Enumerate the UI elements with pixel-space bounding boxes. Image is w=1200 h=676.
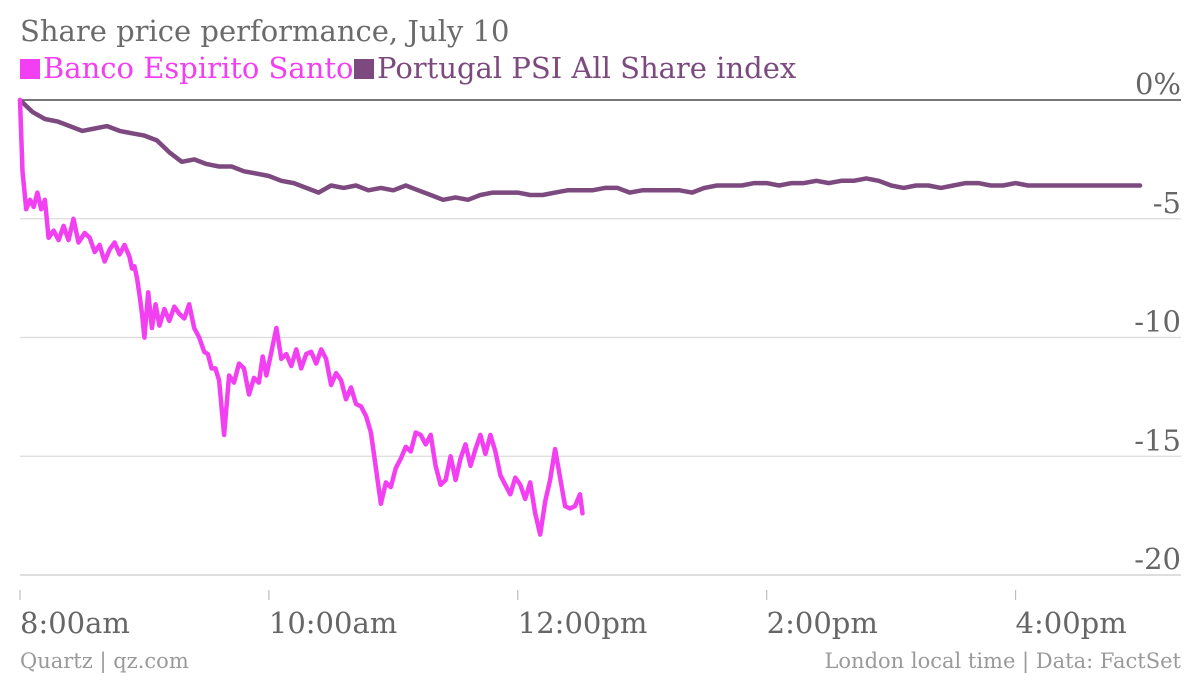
source-right: London local time | Data: FactSet — [824, 649, 1181, 674]
x-tick-label: 8:00am — [20, 606, 130, 640]
chart-title: Share price performance, July 10 — [20, 14, 509, 48]
series-line-banco-espirito-santo — [17, 97, 585, 537]
legend-label-psi: Portugal PSI All Share index — [377, 51, 796, 85]
x-axis: 8:00am 10:00am 12:00pm 2:00pm 4:00pm — [19, 574, 1181, 640]
x-tick-label: 4:00pm — [1016, 606, 1127, 640]
legend-swatch-bes — [20, 59, 40, 79]
plot-area — [17, 97, 1143, 537]
series-line-psi-all-share — [17, 97, 1143, 203]
y-tick-label: -5 — [1153, 186, 1181, 220]
legend: Banco Espirito Santo Portugal PSI All Sh… — [20, 51, 796, 85]
grid — [20, 99, 1181, 576]
legend-swatch-psi — [354, 59, 374, 79]
source-left: Quartz | qz.com — [20, 649, 189, 674]
x-tick-label: 2:00pm — [767, 606, 878, 640]
y-tick-label: -20 — [1134, 542, 1181, 576]
y-tick-label: -10 — [1134, 305, 1181, 339]
y-tick-label: -15 — [1134, 423, 1181, 457]
legend-label-bes: Banco Espirito Santo — [43, 51, 354, 85]
x-tick-label: 10:00am — [269, 606, 397, 640]
y-axis: 0% -5 -10 -15 -20 — [1134, 67, 1181, 576]
y-tick-label: 0% — [1135, 67, 1181, 101]
x-tick-label: 12:00pm — [518, 606, 648, 640]
